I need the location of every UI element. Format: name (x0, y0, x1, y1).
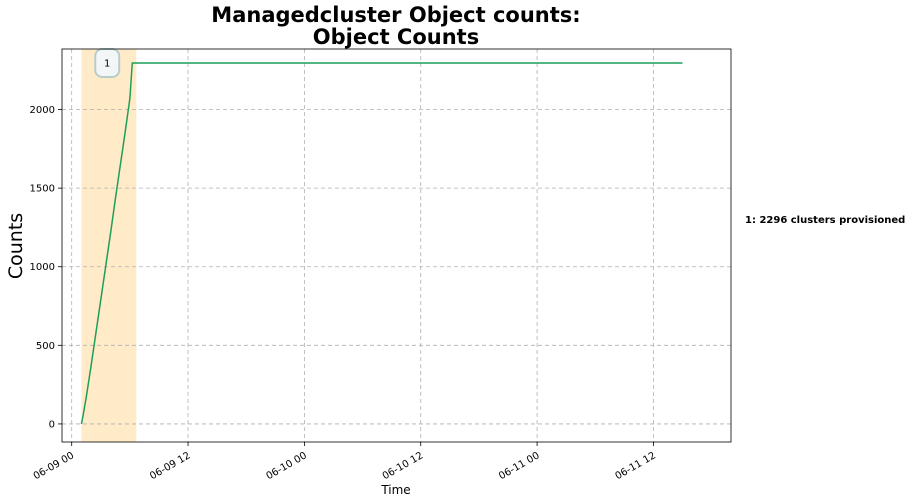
chart-subtitle: Object Counts (313, 25, 479, 49)
annotation-marker-label: 1 (104, 58, 110, 69)
x-tick-label: 06-11 12 (613, 450, 657, 482)
x-tick-label: 06-09 00 (32, 450, 76, 482)
series-layer (80, 62, 683, 425)
x-tick-label: 06-10 00 (264, 450, 308, 482)
x-tick-label: 06-11 00 (497, 450, 541, 482)
y-tick-label: 500 (36, 341, 55, 352)
y-tick-label: 2000 (30, 105, 55, 116)
x-tick-label: 06-09 12 (148, 450, 192, 482)
x-axis-ticks: 06-09 00 06-09 12 06-10 00 06-10 12 06-11 00… (32, 442, 658, 482)
y-tick-label: 1500 (30, 184, 55, 195)
y-axis-label: Counts (5, 213, 27, 279)
annotation-marker: 1 (94, 47, 121, 78)
annotation-layer: 1 (94, 47, 121, 78)
y-axis-ticks: 0 500 1000 1500 2000 (30, 105, 62, 430)
chart-title: Managedcluster Object counts: (211, 3, 580, 27)
grid-layer (62, 49, 731, 442)
y-tick-label: 0 (49, 419, 55, 430)
y-tick-label: 1000 (30, 262, 55, 273)
plot-frame (61, 48, 732, 443)
series-line (80, 62, 683, 425)
x-axis-label: Time (380, 483, 410, 497)
x-tick-label: 06-10 12 (381, 450, 425, 482)
annotation-note: 1: 2296 clusters provisioned (745, 215, 905, 226)
